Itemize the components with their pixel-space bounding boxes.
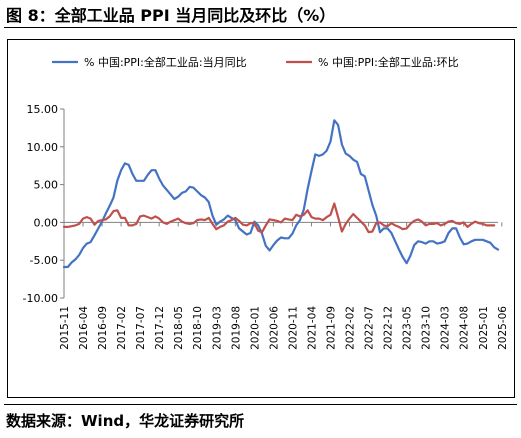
x-tick-label: 2022-07 (364, 306, 376, 350)
x-tick-label: 2020-06 (268, 306, 280, 350)
x-tick-label: 2023-10 (421, 306, 433, 350)
x-tick-label: 2016-09 (97, 306, 109, 350)
x-tick-label: 2021-09 (325, 306, 337, 350)
x-tick-label: 2024-03 (440, 306, 452, 350)
x-tick-label: 2022-02 (345, 306, 357, 350)
title-rule (4, 27, 517, 28)
x-tick-label: 2024-08 (459, 306, 471, 350)
chart-frame: % 中国:PPI:全部工业品:当月同比 % 中国:PPI:全部工业品:环比 15.… (7, 39, 515, 398)
y-tick-label: 5.00 (34, 179, 59, 192)
x-tick-label: 2017-07 (135, 306, 147, 350)
x-tick-label: 2017-12 (154, 306, 166, 350)
x-tick-label: 2022-12 (383, 306, 395, 350)
x-tick-label: 2017-02 (116, 306, 128, 350)
x-tick-label: 2018-05 (173, 306, 185, 350)
legend-label: % 中国:PPI:全部工业品:当月同比 (84, 55, 247, 69)
series-line-yoy (62, 119, 500, 269)
source-note: 数据来源：Wind，华龙证券研究所 (6, 412, 245, 430)
x-tick-label: 2025-06 (497, 306, 509, 350)
x-tick-label: 2018-10 (192, 306, 204, 350)
chart-legend: % 中国:PPI:全部工业品:当月同比 % 中国:PPI:全部工业品:环比 (52, 55, 459, 69)
figure-title: 图 8：全部工业品 PPI 当月同比及环比（%） (6, 6, 336, 25)
x-tick-label: 2016-04 (78, 306, 90, 350)
series-layer (62, 119, 500, 269)
x-tick-label: 2020-11 (287, 306, 299, 350)
x-axis: 2015-11 2016-04 2016-09 2017-02 2017-07 2017-… (59, 221, 509, 350)
x-tick-label: 2019-08 (230, 306, 242, 350)
y-tick-label: -10.00 (23, 292, 58, 305)
x-tick-label: 2020-01 (249, 306, 261, 350)
x-tick-label: 2021-04 (306, 306, 318, 350)
x-tick-label: 2023-05 (402, 306, 414, 350)
x-tick-label: 2025-01 (478, 306, 490, 350)
legend-label: % 中国:PPI:全部工业品:环比 (318, 55, 459, 69)
y-tick-label: 10.00 (27, 141, 59, 154)
y-axis: 15.00 10.00 5.00 0.00 -5.00 -10.00 (23, 103, 65, 305)
source-rule (4, 404, 517, 405)
ppi-line-chart: % 中国:PPI:全部工业品:当月同比 % 中国:PPI:全部工业品:环比 15.… (23, 55, 509, 350)
x-tick-label: 2015-11 (59, 306, 71, 350)
y-tick-label: 0.00 (34, 216, 59, 229)
y-tick-label: 15.00 (27, 103, 59, 116)
y-tick-label: -5.00 (30, 254, 58, 267)
series-line-mom (62, 202, 496, 234)
x-tick-label: 2019-03 (211, 306, 223, 350)
